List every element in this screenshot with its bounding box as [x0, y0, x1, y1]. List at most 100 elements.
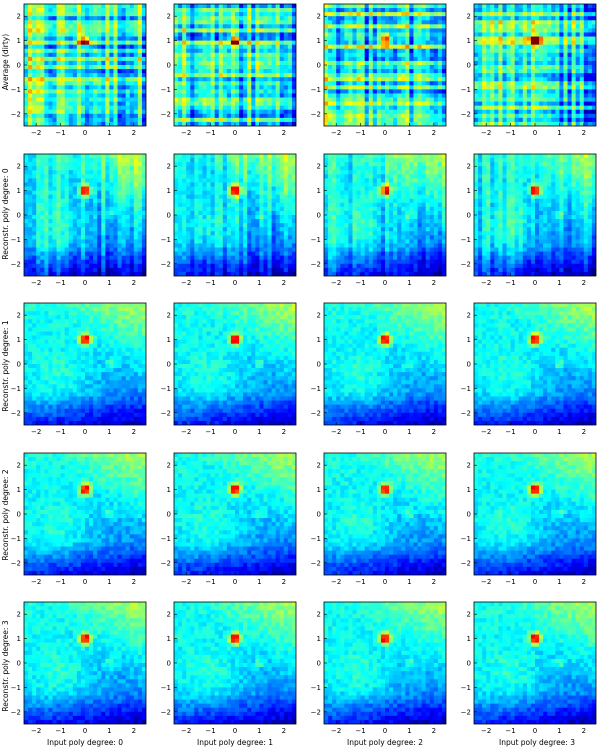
x-tick-label: 2 [282, 279, 286, 287]
y-tick-label: −2 [461, 110, 471, 118]
y-tick-label: 0 [317, 62, 321, 70]
x-tick-label: 0 [83, 129, 87, 137]
heatmap-cells [324, 453, 446, 575]
x-tick-label: 0 [533, 279, 537, 287]
y-tick-label: 1 [17, 635, 21, 643]
y-tick-label: 2 [167, 13, 171, 21]
x-tick-label: −2 [331, 727, 341, 735]
y-tick-label: 2 [467, 13, 471, 21]
x-tick-label: 0 [83, 428, 87, 436]
y-tick-label: 1 [467, 37, 471, 45]
y-tick-label: 2 [467, 163, 471, 171]
y-tick-label: −1 [461, 684, 471, 692]
x-tick-label: 2 [132, 129, 136, 137]
y-tick-label: −1 [461, 385, 471, 393]
heatmap-cells [324, 154, 446, 276]
y-tick-label: −2 [311, 409, 321, 417]
x-tick-label: −1 [505, 578, 515, 586]
x-tick-label: −1 [55, 428, 65, 436]
x-tick-label: 1 [557, 428, 561, 436]
y-tick-label: 2 [17, 611, 21, 619]
y-tick-label: 0 [317, 212, 321, 220]
x-tick-label: 0 [233, 428, 237, 436]
y-tick-label: −2 [461, 260, 471, 268]
y-tick-label: −2 [11, 110, 21, 118]
y-tick-label: 0 [167, 361, 171, 369]
y-tick-label: 1 [467, 635, 471, 643]
x-tick-label: 2 [132, 578, 136, 586]
y-tick-label: −2 [311, 559, 321, 567]
x-tick-label: −1 [355, 279, 365, 287]
y-tick-label: 0 [467, 361, 471, 369]
y-tick-label: 0 [317, 511, 321, 519]
x-tick-label: 2 [582, 428, 586, 436]
y-tick-label: 2 [17, 462, 21, 470]
x-tick-label: 2 [282, 129, 286, 137]
y-tick-label: 1 [467, 336, 471, 344]
y-tick-label: 2 [467, 611, 471, 619]
y-tick-label: −2 [11, 559, 21, 567]
y-tick-label: −1 [311, 535, 321, 543]
y-tick-label: −1 [311, 86, 321, 94]
heatmap-cells [324, 602, 446, 724]
y-tick-label: −1 [311, 385, 321, 393]
x-tick-label: 2 [582, 727, 586, 735]
y-tick-label: −1 [11, 236, 21, 244]
y-tick-label: 0 [467, 212, 471, 220]
y-tick-label: −1 [11, 684, 21, 692]
y-tick-label: −1 [161, 535, 171, 543]
y-tick-label: 0 [167, 660, 171, 668]
x-tick-label: 1 [407, 129, 411, 137]
x-tick-label: −1 [55, 279, 65, 287]
y-tick-label: 1 [317, 486, 321, 494]
y-tick-label: 1 [17, 187, 21, 195]
x-tick-label: −1 [505, 727, 515, 735]
x-tick-label: −2 [181, 279, 191, 287]
x-tick-label: 1 [257, 279, 261, 287]
y-tick-label: 2 [317, 312, 321, 320]
x-tick-label: 2 [582, 578, 586, 586]
y-tick-label: 2 [317, 163, 321, 171]
y-tick-label: −1 [11, 385, 21, 393]
y-tick-label: 2 [167, 462, 171, 470]
heatmap-panel-r1-c3: −2 −1 0 1 2 −2 −1 0 1 2 [461, 153, 597, 287]
x-tick-label: 0 [533, 129, 537, 137]
y-tick-label: −2 [461, 559, 471, 567]
x-tick-label: 1 [107, 129, 111, 137]
x-tick-label: 2 [282, 578, 286, 586]
heatmap-panel-r2-c1: −2 −1 0 1 2 −2 −1 0 1 2 [161, 302, 297, 436]
heatmap-cells [24, 154, 146, 276]
x-tick-label: −1 [505, 279, 515, 287]
heatmap-cells [24, 453, 146, 575]
col-label-0: Input poly degree: 0 [47, 738, 123, 747]
x-tick-label: −1 [355, 129, 365, 137]
y-tick-label: 0 [167, 212, 171, 220]
x-tick-label: 2 [582, 279, 586, 287]
heatmap-cells [474, 602, 596, 724]
col-label-1: Input poly degree: 1 [197, 738, 273, 747]
row-label-1: Reconstr. poly degree: 0 [1, 168, 10, 259]
y-tick-label: −1 [11, 535, 21, 543]
y-tick-label: 0 [317, 660, 321, 668]
x-tick-label: −1 [505, 428, 515, 436]
y-tick-label: 1 [167, 635, 171, 643]
x-tick-label: −2 [331, 279, 341, 287]
x-tick-label: 0 [383, 129, 387, 137]
y-tick-label: −2 [461, 708, 471, 716]
x-tick-label: 0 [83, 727, 87, 735]
x-tick-label: −1 [355, 578, 365, 586]
heatmap-cells [474, 4, 596, 126]
heatmap-panel-r3-c1: −2 −1 0 1 2 −2 −1 0 1 2 [161, 452, 297, 586]
x-tick-label: −1 [355, 727, 365, 735]
heatmap-cells [174, 303, 296, 425]
x-tick-label: 1 [407, 578, 411, 586]
heatmap-cells [174, 4, 296, 126]
x-tick-label: −2 [181, 578, 191, 586]
x-tick-label: 1 [107, 578, 111, 586]
y-tick-label: 0 [17, 212, 21, 220]
heatmap-panel-r1-c2: −2 −1 0 1 2 −2 −1 0 1 2 [311, 153, 447, 287]
heatmap-panel-r4-c0: −2 −1 0 1 2 −2 −1 0 1 2 [11, 601, 147, 735]
y-tick-label: −1 [161, 236, 171, 244]
x-tick-label: −1 [205, 727, 215, 735]
